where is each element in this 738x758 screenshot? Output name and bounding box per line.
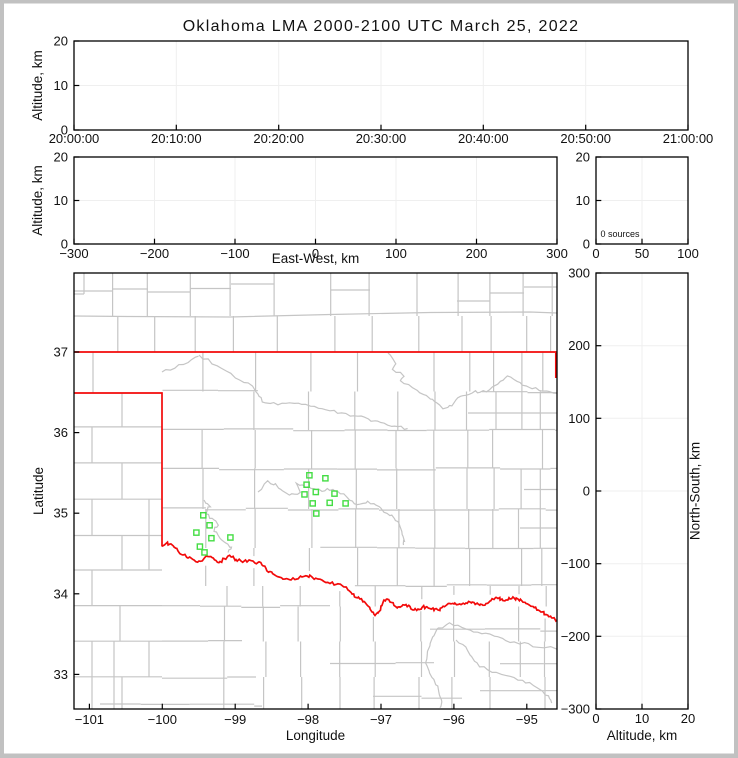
svg-text:50: 50	[635, 246, 649, 261]
svg-text:0: 0	[61, 237, 68, 252]
svg-text:0: 0	[592, 246, 599, 261]
svg-text:10: 10	[54, 78, 68, 93]
svg-text:100: 100	[568, 411, 590, 426]
svg-text:20: 20	[681, 711, 695, 726]
svg-text:−100: −100	[561, 556, 590, 571]
svg-text:Altitude, km: Altitude, km	[30, 165, 45, 236]
svg-text:Longitude: Longitude	[286, 728, 345, 743]
svg-text:20: 20	[54, 150, 68, 165]
svg-text:20:10:00: 20:10:00	[151, 131, 202, 146]
svg-text:0 sources: 0 sources	[601, 229, 641, 239]
svg-text:21:00:00: 21:00:00	[663, 131, 714, 146]
svg-text:0: 0	[583, 484, 590, 499]
svg-text:0: 0	[592, 711, 599, 726]
svg-text:200: 200	[466, 246, 488, 261]
svg-text:300: 300	[546, 246, 568, 261]
svg-text:20: 20	[54, 34, 68, 49]
svg-text:10: 10	[635, 711, 649, 726]
svg-text:0: 0	[583, 237, 590, 252]
svg-text:Latitude: Latitude	[31, 467, 46, 515]
svg-text:200: 200	[568, 338, 590, 353]
svg-text:20:50:00: 20:50:00	[560, 131, 611, 146]
svg-text:Oklahoma LMA 2000-2100 UTC Mar: Oklahoma LMA 2000-2100 UTC March 25, 202…	[183, 18, 580, 35]
svg-text:10: 10	[576, 193, 590, 208]
svg-text:−98: −98	[297, 712, 319, 727]
svg-text:20:00:00: 20:00:00	[49, 131, 100, 146]
svg-text:36: 36	[54, 425, 68, 440]
svg-text:34: 34	[54, 586, 68, 601]
svg-text:−200: −200	[561, 629, 590, 644]
svg-text:−97: −97	[370, 712, 392, 727]
svg-text:Altitude, km: Altitude, km	[607, 728, 678, 743]
svg-text:−100: −100	[220, 246, 249, 261]
svg-text:100: 100	[385, 246, 407, 261]
svg-text:33: 33	[54, 667, 68, 682]
svg-text:−100: −100	[148, 712, 177, 727]
svg-text:20:20:00: 20:20:00	[253, 131, 304, 146]
svg-text:100: 100	[677, 246, 699, 261]
svg-text:Altitude, km: Altitude, km	[30, 50, 45, 121]
svg-text:−99: −99	[224, 712, 246, 727]
svg-text:300: 300	[568, 266, 590, 281]
svg-text:20:30:00: 20:30:00	[356, 131, 407, 146]
svg-text:East-West, km: East-West, km	[272, 251, 360, 266]
svg-text:−200: −200	[140, 246, 169, 261]
svg-text:20: 20	[576, 150, 590, 165]
svg-text:0: 0	[312, 246, 319, 261]
svg-text:0: 0	[61, 123, 68, 138]
svg-text:20:40:00: 20:40:00	[458, 131, 509, 146]
svg-text:37: 37	[54, 345, 68, 360]
svg-text:−96: −96	[443, 712, 465, 727]
svg-text:35: 35	[54, 506, 68, 521]
svg-text:−300: −300	[561, 702, 590, 717]
svg-text:10: 10	[54, 193, 68, 208]
svg-text:−101: −101	[75, 712, 104, 727]
svg-text:−300: −300	[59, 246, 88, 261]
svg-text:−95: −95	[516, 712, 538, 727]
svg-text:North-South, km: North-South, km	[688, 442, 703, 540]
